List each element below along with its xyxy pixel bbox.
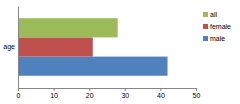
y-axis-line: [18, 7, 19, 89]
x-tick-mark: [160, 88, 161, 91]
x-tick-label: 40: [157, 92, 165, 99]
legend-item: all: [203, 11, 217, 18]
chart: 0 10 20 30 40 50 age all female male: [0, 0, 240, 104]
legend: all female male: [203, 11, 231, 42]
x-tick-mark: [89, 88, 90, 91]
y-tick: age: [3, 43, 18, 51]
x-tick-mark: [125, 88, 126, 91]
y-tick-label: age: [3, 43, 15, 51]
x-tick: 20: [86, 88, 94, 99]
legend-label: female: [210, 23, 231, 30]
bar: [18, 57, 168, 76]
x-axis: 0 10 20 30 40 50: [17, 88, 201, 99]
legend-item: male: [203, 35, 225, 42]
x-tick: 50: [193, 88, 201, 99]
plot: 0 10 20 30 40 50 age: [3, 7, 200, 100]
x-tick-mark: [54, 88, 55, 91]
y-axis: age: [3, 7, 18, 89]
x-tick-label: 10: [50, 92, 58, 99]
bar: [18, 37, 93, 56]
legend-swatch: [203, 12, 208, 17]
x-axis-line: [19, 88, 197, 89]
x-tick: 40: [157, 88, 165, 99]
bars: [18, 18, 168, 76]
legend-label: male: [210, 35, 225, 42]
x-tick-mark: [196, 88, 197, 91]
legend-swatch: [203, 24, 208, 29]
x-tick: 30: [121, 88, 129, 99]
x-tick: 0: [17, 88, 21, 99]
x-tick-label: 30: [121, 92, 129, 99]
x-tick-label: 20: [86, 92, 94, 99]
x-tick: 10: [50, 88, 58, 99]
legend-label: all: [210, 11, 217, 18]
legend-swatch: [203, 36, 208, 41]
x-tick-label: 50: [193, 92, 201, 99]
legend-item: female: [203, 23, 231, 30]
x-tick-label: 0: [17, 92, 21, 99]
bar: [18, 18, 118, 37]
